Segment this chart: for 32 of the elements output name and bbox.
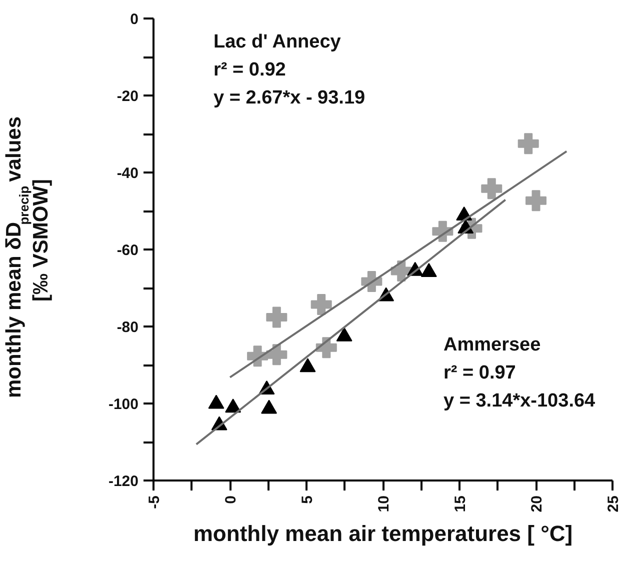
point [261, 400, 278, 414]
point [225, 398, 242, 413]
x-tick-label: 10 [376, 495, 392, 512]
x-axis-title: monthly mean air temperatures [ °C] [193, 521, 573, 546]
x-tick-label: -5 [146, 495, 163, 509]
y-tick-label: 0 [130, 11, 138, 28]
y-tick-label: -120 [108, 473, 139, 490]
y-tick-label: -60 [116, 242, 139, 259]
point [300, 358, 316, 372]
point [336, 327, 352, 342]
point [266, 306, 288, 328]
x-tick-label: 25 [605, 495, 622, 512]
point [310, 294, 332, 316]
point [518, 133, 539, 154]
x-tick-label: 0 [222, 496, 240, 504]
x-tick-label: 5 [299, 496, 316, 504]
x-tick-label: 15 [452, 495, 469, 512]
annotation: Lac d' Annecy [214, 32, 342, 52]
point [481, 178, 502, 200]
y-tick-label: -100 [108, 396, 139, 413]
y-tick-label: -80 [116, 319, 139, 336]
annotation: y = 2.67*x - 93.19 [214, 88, 366, 108]
y-tick-label: -20 [116, 88, 139, 105]
annotation: y = 3.14*x-103.64 [444, 390, 596, 412]
point [420, 263, 437, 278]
y-tick-label: -40 [116, 165, 139, 182]
x-tick-label: 20 [528, 495, 546, 512]
point [208, 394, 224, 409]
point [526, 190, 546, 212]
annotation: Ammersee [444, 334, 541, 356]
annotation: r² = 0.92 [214, 60, 286, 80]
annotation: r² = 0.97 [444, 362, 516, 384]
